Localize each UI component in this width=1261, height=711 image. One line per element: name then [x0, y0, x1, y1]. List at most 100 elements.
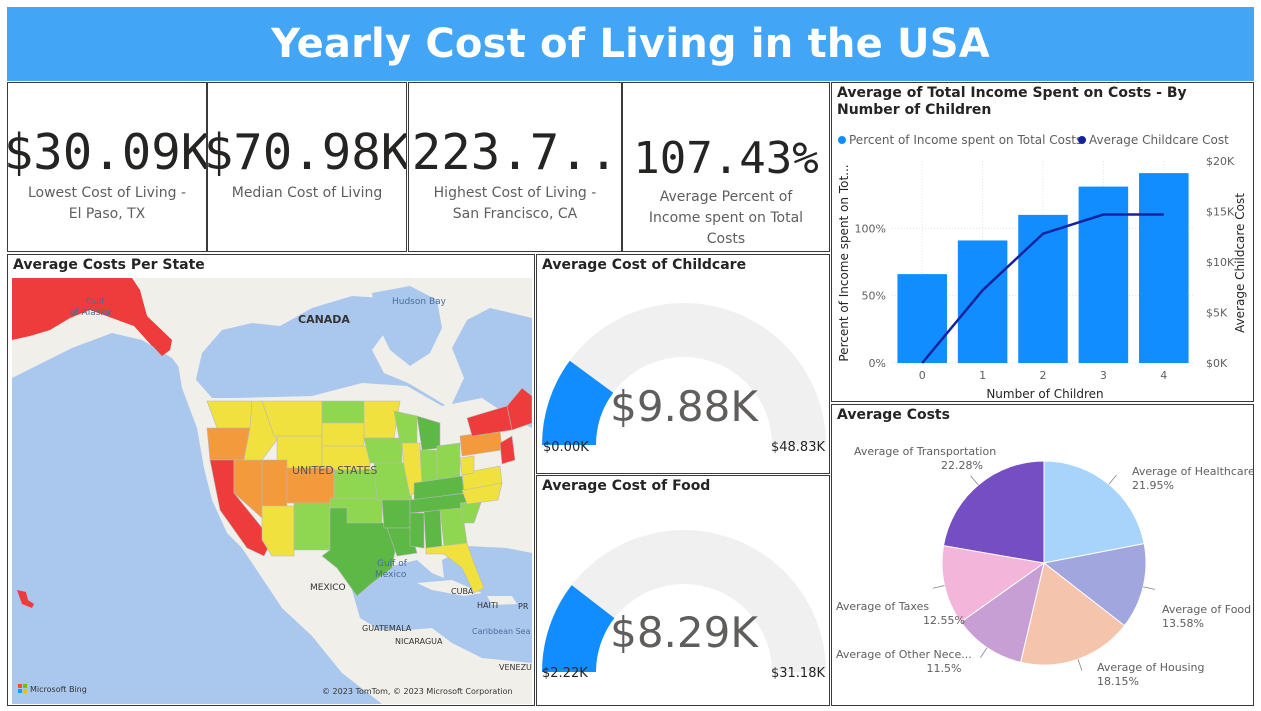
bing-label: Microsoft Bing	[30, 685, 87, 694]
leader-line	[932, 585, 945, 589]
map-panel[interactable]: Average Costs Per State	[7, 254, 535, 706]
kpi-card-median-cost[interactable]: $70.98K Median Cost of Living	[207, 82, 407, 252]
gauge-title: Average Cost of Childcare	[542, 257, 747, 273]
pr-label: PR	[518, 602, 529, 611]
hudson-bay	[372, 286, 442, 366]
dashboard-header: Yearly Cost of Living in the USA	[7, 7, 1254, 81]
state-new-mexico[interactable]	[293, 502, 331, 551]
state-louisiana[interactable]	[386, 527, 418, 557]
slice-percent: 12.55%	[923, 614, 965, 627]
state-texas[interactable]	[321, 507, 398, 597]
pie-slice[interactable]	[960, 561, 1045, 663]
bar-series[interactable]	[897, 173, 1189, 363]
state-ohio[interactable]	[436, 442, 461, 481]
leader-line	[1108, 474, 1117, 485]
y2-tick-label: $10K	[1206, 256, 1235, 269]
pie-slice[interactable]	[1020, 562, 1126, 666]
state-maryland-nj[interactable]	[499, 435, 516, 465]
state-florida[interactable]	[425, 542, 485, 594]
childcare-gauge[interactable]: $9.88K $0.00K $48.83K	[537, 255, 829, 473]
slice-percent: 21.95%	[1132, 479, 1174, 492]
land-alaska-south	[140, 323, 170, 356]
kpi-card-lowest-cost[interactable]: $30.09K Lowest Cost of Living - El Paso, …	[7, 82, 207, 252]
kpi-label: Median Cost of Living	[231, 185, 383, 201]
y-axis-title: Percent of Income spent on Tot...	[837, 164, 851, 361]
gauge-fill	[542, 585, 615, 672]
kpi-label: Average Percent of Income spent on Total …	[648, 189, 804, 247]
y2-tick-label: $5K	[1206, 307, 1228, 320]
state-utah[interactable]	[261, 459, 288, 507]
legend-label-line[interactable]: Average Childcare Cost	[1089, 133, 1229, 147]
kpi-label: Highest Cost of Living - San Francisco, C…	[433, 185, 597, 222]
map-title: Average Costs Per State	[13, 257, 205, 273]
venezuela-label: VENEZUE	[499, 663, 532, 672]
gauge-panel-food[interactable]: Average Cost of Food $8.29K $2.22K $31.1…	[536, 475, 830, 706]
state-west-virginia[interactable]	[459, 455, 475, 476]
pie-chart-panel[interactable]: Average Costs Average of Healthcare 21.95…	[831, 404, 1254, 706]
state-new-england[interactable]	[506, 387, 532, 431]
state-indiana[interactable]	[419, 449, 438, 484]
slice-label: Average of Transportation	[854, 445, 996, 458]
gauge-min: $0.00K	[543, 440, 589, 455]
state-alabama[interactable]	[423, 509, 443, 551]
pie-slice[interactable]	[942, 460, 1045, 564]
hawaii	[17, 590, 34, 608]
slice-label: Average of Healthcare	[1132, 465, 1253, 478]
state-minnesota[interactable]	[363, 400, 401, 439]
slice-label: Average of Housing	[1097, 661, 1204, 674]
state-arizona[interactable]	[261, 505, 295, 557]
bar-4[interactable]	[1139, 173, 1189, 363]
y2-axis-ticks: $0K $5K $10K $15K $20K	[1206, 155, 1235, 370]
gulf-mexico-label: Gulf of	[377, 559, 408, 569]
state-iowa[interactable]	[363, 437, 403, 464]
state-mississippi[interactable]	[409, 512, 425, 549]
childcare-cost-line[interactable]	[921, 213, 1164, 364]
pie-slice[interactable]	[1043, 460, 1145, 564]
x-tick-label: 1	[979, 369, 986, 382]
bar-2[interactable]	[1018, 214, 1068, 363]
gulf-alaska-label: Gulf	[86, 297, 105, 307]
combo-chart-panel[interactable]: Average of Total Income Spent on Costs -…	[831, 82, 1254, 402]
line-series[interactable]	[921, 213, 1164, 364]
combo-chart[interactable]: Percent of Income spent on Total Costs A…	[832, 83, 1253, 401]
pie-slice[interactable]	[1042, 542, 1147, 627]
gulf-mexico-label-2: Mexico	[375, 570, 407, 580]
y-axis-ticks: 0% 50% 100%	[855, 222, 886, 370]
kpi-value: $223.7...	[409, 124, 621, 181]
legend-label-bar[interactable]: Percent of Income spent on Total Costs	[849, 133, 1082, 147]
y-tick-label: 100%	[855, 222, 886, 235]
legend-marker-line	[1078, 136, 1086, 144]
state-cost-map[interactable]: Gulf of Alaska Hudson Bay CANADA UNITED …	[12, 278, 532, 704]
bar-1[interactable]	[957, 240, 1008, 363]
slice-percent: 22.28%	[941, 459, 983, 472]
state-oregon[interactable]	[206, 427, 251, 461]
state-north-dakota[interactable]	[321, 400, 365, 424]
kpi-value: $70.98K	[207, 124, 407, 181]
state-south-dakota[interactable]	[321, 422, 365, 447]
food-gauge[interactable]: $8.29K $2.22K $31.18K	[537, 476, 829, 705]
bing-logo: Microsoft Bing	[18, 684, 87, 694]
usa-label: UNITED STATES	[292, 464, 377, 477]
map-copyright: © 2023 TomTom, © 2023 Microsoft Corporat…	[322, 687, 513, 696]
x-axis-title: Number of Children	[986, 387, 1103, 401]
gauge-track	[542, 303, 826, 445]
y-tick-label: 0%	[869, 357, 886, 370]
bar-3[interactable]	[1078, 186, 1129, 363]
kpi-card-average-percent[interactable]: 107.43% Average Percent of Income spent o…	[622, 82, 830, 252]
hudson-bay-label: Hudson Bay	[392, 297, 447, 307]
state-arkansas[interactable]	[381, 499, 411, 529]
slice-percent: 11.5%	[927, 662, 962, 675]
combo-legend[interactable]: Percent of Income spent on Total Costs A…	[838, 133, 1229, 147]
guatemala-label: GUATEMALA	[362, 624, 412, 633]
cuba	[417, 580, 482, 596]
gauge-panel-childcare[interactable]: Average Cost of Childcare $9.88K $0.00K …	[536, 254, 830, 474]
combo-chart-title: Average of Total Income Spent on Costs -…	[837, 85, 1187, 118]
haiti-label: HAITI	[477, 601, 498, 610]
x-axis-ticks: 0 1 2 3 4	[919, 369, 1168, 382]
kpi-label: Lowest Cost of Living - El Paso, TX	[27, 185, 187, 222]
bar-0[interactable]	[897, 274, 947, 363]
us-states[interactable]	[206, 387, 532, 597]
gauge-max: $31.18K	[771, 666, 825, 681]
kpi-card-highest-cost[interactable]: $223.7... Highest Cost of Living -San Fr…	[408, 82, 622, 252]
